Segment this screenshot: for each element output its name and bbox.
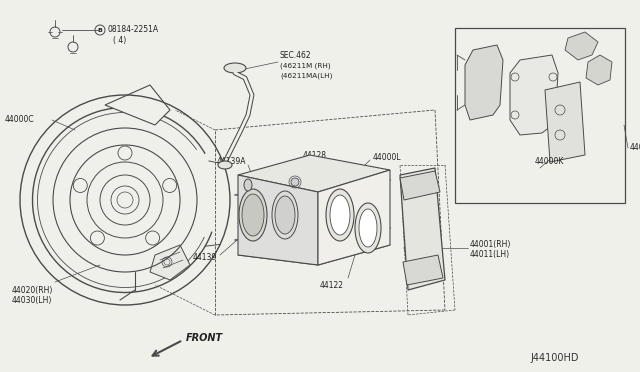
- Ellipse shape: [326, 189, 354, 241]
- Text: 44000C: 44000C: [5, 115, 35, 125]
- Ellipse shape: [242, 194, 264, 236]
- Circle shape: [291, 178, 299, 186]
- Ellipse shape: [275, 196, 295, 234]
- Text: SEC.462: SEC.462: [280, 51, 312, 60]
- Text: 44000K: 44000K: [535, 157, 564, 167]
- Polygon shape: [510, 55, 558, 135]
- Text: ( 4): ( 4): [113, 35, 126, 45]
- Text: 44080K: 44080K: [630, 144, 640, 153]
- Ellipse shape: [272, 191, 298, 239]
- Polygon shape: [586, 55, 612, 85]
- Text: 44122: 44122: [320, 280, 344, 289]
- Polygon shape: [400, 168, 445, 290]
- Bar: [455, 28, 625, 203]
- Text: J44100HD: J44100HD: [530, 353, 579, 363]
- Text: 08184-2251A: 08184-2251A: [107, 25, 158, 33]
- Text: (46211MA(LH): (46211MA(LH): [280, 73, 332, 79]
- Ellipse shape: [359, 209, 377, 247]
- Polygon shape: [238, 175, 318, 265]
- Text: 44011(LH): 44011(LH): [470, 250, 510, 260]
- Text: 44000L: 44000L: [373, 153, 402, 161]
- Polygon shape: [565, 32, 598, 60]
- Text: (46211M (RH): (46211M (RH): [280, 63, 331, 69]
- Text: 44001(RH): 44001(RH): [470, 240, 511, 248]
- Text: 44128: 44128: [303, 151, 327, 160]
- Polygon shape: [238, 155, 390, 192]
- Ellipse shape: [355, 203, 381, 253]
- Ellipse shape: [218, 161, 232, 169]
- Ellipse shape: [224, 63, 246, 73]
- Polygon shape: [105, 85, 170, 125]
- Text: 44139A: 44139A: [217, 157, 246, 166]
- Ellipse shape: [239, 189, 267, 241]
- Text: 44020(RH): 44020(RH): [12, 285, 53, 295]
- Polygon shape: [545, 82, 585, 162]
- Text: 44139: 44139: [193, 253, 217, 263]
- Polygon shape: [403, 255, 443, 285]
- Ellipse shape: [330, 195, 350, 235]
- Text: B: B: [97, 28, 102, 32]
- Polygon shape: [400, 171, 440, 200]
- Polygon shape: [318, 170, 390, 265]
- Text: FRONT: FRONT: [186, 333, 223, 343]
- Polygon shape: [150, 245, 190, 280]
- Ellipse shape: [244, 179, 252, 191]
- Text: 44030(LH): 44030(LH): [12, 296, 52, 305]
- Polygon shape: [465, 45, 503, 120]
